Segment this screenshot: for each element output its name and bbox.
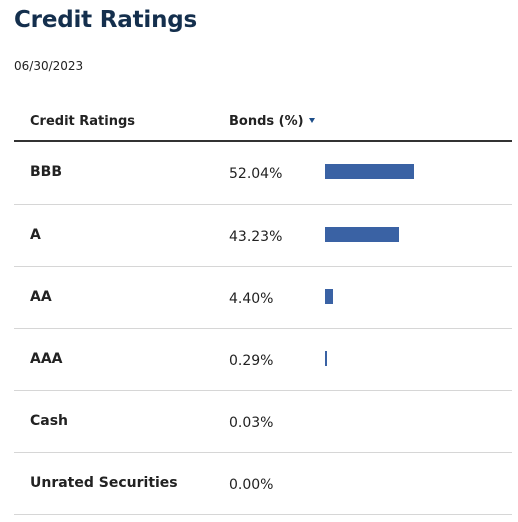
column-header-bonds[interactable]: Bonds (%) [229,114,315,129]
rating-cell: Unrated Securities [30,475,178,491]
bond-allocation-bar-track [325,413,496,429]
bond-allocation-bar-track [325,164,496,180]
rating-cell: AA [30,289,52,305]
column-header-label: Bonds (%) [229,114,304,129]
table-row: AA 4.40% [14,267,512,329]
bonds-percent-cell: 52.04% [229,166,283,182]
caret-down-icon[interactable] [308,118,315,123]
bond-allocation-bar-track [325,227,496,243]
table-row: A 43.23% [14,205,512,267]
bond-allocation-bar-track [325,351,496,367]
bonds-percent-cell: 4.40% [229,291,274,307]
bond-allocation-bar [325,289,333,304]
column-header-label: Credit Ratings [30,114,136,129]
table-row: Cash 0.03% [14,391,512,453]
bonds-percent-cell: 0.29% [229,353,274,369]
bonds-percent-cell: 0.03% [229,415,274,431]
rating-cell: Cash [30,413,69,429]
table-header: Credit Ratings Bonds (%) [14,103,512,142]
bond-allocation-bar-track [325,289,496,305]
table-row: BBB 52.04% [14,142,512,205]
bond-allocation-bar [325,164,414,179]
rating-cell: A [30,227,41,243]
table-row: Unrated Securities 0.00% [14,453,512,515]
rating-cell: BBB [30,164,63,180]
bond-allocation-bar-track [325,475,496,491]
bond-allocation-bar [325,227,399,242]
credit-ratings-table: Credit Ratings Bonds (%) BBB 52.04% A 43… [14,103,512,515]
column-header-credit-ratings[interactable]: Credit Ratings [30,114,135,129]
bond-allocation-bar [325,351,327,366]
as-of-date: 06/30/2023 [14,59,84,73]
bonds-percent-cell: 0.00% [229,477,274,493]
bonds-percent-cell: 43.23% [229,229,283,245]
table-row: AAA 0.29% [14,329,512,391]
page-title: Credit Ratings [14,7,198,33]
table-body: BBB 52.04% A 43.23% AA 4.40% AAA 0.29% C… [14,142,512,515]
rating-cell: AAA [30,351,63,367]
